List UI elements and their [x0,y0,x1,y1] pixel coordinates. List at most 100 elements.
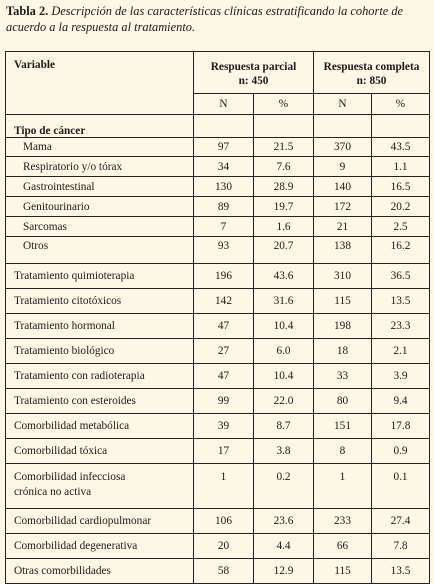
cell-n-partial: 47 [193,313,254,339]
row-label: Comorbilidad metabólica [5,413,194,439]
cell-n-complete: 115 [313,558,372,584]
cell-n-complete: 18 [313,338,372,364]
table-row: Comorbilidad infecciosa crónica no activ… [5,463,431,509]
cell-pct-complete: 7.8 [370,533,431,559]
cell-pct-complete: 3.9 [370,363,431,389]
cell-n-complete: 21 [313,216,372,237]
caption-label: Tabla 2. [6,4,49,18]
row-label: Genitourinario [5,196,194,217]
caption-text: Descripción de las características clíni… [6,4,404,34]
cell-n-complete: 1 [313,463,372,509]
table-row: Tratamiento quimioterapia 196 43.6 310 3… [5,263,431,289]
cell-n-complete: 140 [313,176,372,197]
cell-n-partial: 27 [193,338,254,364]
table-row: Gastrointestinal 130 28.9 140 16.5 [5,176,431,197]
cell-pct-complete: 2.5 [370,216,431,237]
table-row: Otros 93 20.7 138 16.2 [5,236,431,264]
cell-n-partial: 39 [193,413,254,439]
table-row: Tratamiento con radioterapia 47 10.4 33 … [5,363,431,389]
cell-pct-complete: 0.1 [370,463,431,509]
table-row: Tratamiento biológico 27 6.0 18 2.1 [5,338,431,364]
cell-n-complete: 8 [313,438,372,464]
header-row-columns: N % N % [6,93,431,115]
header-partial-response: Respuesta parcial n: 450 [193,51,314,94]
row-label: Otras comorbilidades [5,558,194,584]
cell-n-complete: 9 [313,156,372,177]
table-row: Sarcomas 7 1.6 21 2.5 [5,216,431,237]
cell-pct-partial: 28.9 [253,176,314,197]
table-row: Comorbilidad tóxica 17 3.8 8 0.9 [5,438,431,464]
cell-n-complete: 80 [313,388,372,414]
cell-pct-complete: 16.2 [370,236,431,264]
cell-n-partial: 93 [193,236,254,264]
cell-pct-partial: 20.7 [253,236,314,264]
cell-pct-complete: 13.5 [370,558,431,584]
row-label: Comorbilidad tóxica [5,438,194,464]
cell-pct-partial: 1.6 [253,216,314,237]
row-label: Gastrointestinal [5,176,194,197]
cell-pct-partial: 23.6 [253,508,314,534]
table-row: Respiratorio y/o tórax 34 7.6 9 1.1 [5,156,431,177]
cell-pct-complete: 13.5 [370,288,431,314]
section-row: Tipo de cáncer [5,114,431,138]
header-n-partial: N [193,93,254,115]
cell-n-partial: 106 [193,508,254,534]
row-label-line2: crónica no activa [14,486,92,498]
header-complete-title: Respuesta completa [323,61,420,73]
header-complete-response: Respuesta completa n: 850 [312,51,431,94]
cell-pct-partial: 19.7 [253,196,314,217]
cell-n-partial: 89 [193,196,254,217]
row-label: Tratamiento biológico [5,338,194,364]
cell-n-partial: 34 [193,156,254,177]
header-pct-complete: % [370,93,431,115]
cell-n-complete: 33 [313,363,372,389]
cell-n-complete: 115 [313,288,372,314]
cell-pct-complete: 2.1 [370,338,431,364]
cell-n-complete: 198 [313,313,372,339]
cell-pct-complete: 9.4 [370,388,431,414]
cell-n-partial: 1 [193,463,254,509]
table-caption: Tabla 2. Descripción de las característi… [6,3,430,35]
row-label: Comorbilidad infecciosa crónica no activ… [5,463,194,509]
row-label-line1: Comorbilidad infecciosa [14,471,126,483]
clinical-characteristics-table: Variable Respuesta parcial n: 450 Respue… [5,51,431,584]
table-row: Comorbilidad cardiopulmonar 106 23.6 233… [5,508,431,534]
table-row: Comorbilidad metabólica 39 8.7 151 17.8 [5,413,431,439]
row-label: Sarcomas [5,216,194,237]
cell-pct-partial: 0.2 [253,463,314,509]
cell-pct-partial: 31.6 [253,288,314,314]
table-row: Mama 97 21.5 370 43.5 [5,137,431,157]
cell-pct-complete: 27.4 [370,508,431,534]
cell-n-partial: 20 [193,533,254,559]
table-row: Genitourinario 89 19.7 172 20.2 [5,196,431,217]
row-label: Mama [5,137,194,157]
cell-pct-partial: 3.8 [253,438,314,464]
row-label: Tratamiento hormonal [5,313,194,339]
row-label: Tratamiento con radioterapia [5,363,194,389]
header-partial-title: Respuesta parcial [210,61,297,73]
section-title: Tipo de cáncer [5,114,194,138]
row-label: Comorbilidad cardiopulmonar [5,508,194,534]
cell-pct-complete: 20.2 [370,196,431,217]
header-complete-n: n: 850 [356,75,387,87]
cell-n-partial: 142 [193,288,254,314]
header-variable: Variable [5,51,194,115]
cell-n-complete: 66 [313,533,372,559]
cell-n-partial: 97 [193,137,254,157]
cell-pct-complete: 23.3 [370,313,431,339]
cell-pct-complete: 0.9 [370,438,431,464]
cell-n-partial: 196 [193,263,254,289]
cell-pct-partial: 7.6 [253,156,314,177]
row-label: Comorbilidad degenerativa [5,533,194,559]
cell-pct-partial: 8.7 [253,413,314,439]
header-n-complete: N [313,93,372,115]
header-row-groups: Variable Respuesta parcial n: 450 Respue… [5,51,431,115]
cell-n-partial: 47 [193,363,254,389]
cell-n-partial: 7 [193,216,254,237]
cell-pct-complete: 1.1 [370,156,431,177]
row-label: Tratamiento citotóxicos [5,288,194,314]
cell-n-complete: 172 [313,196,372,217]
cell-pct-partial: 12.9 [253,558,314,584]
cell-n-complete: 310 [313,263,372,289]
cell-n-complete: 233 [313,508,372,534]
